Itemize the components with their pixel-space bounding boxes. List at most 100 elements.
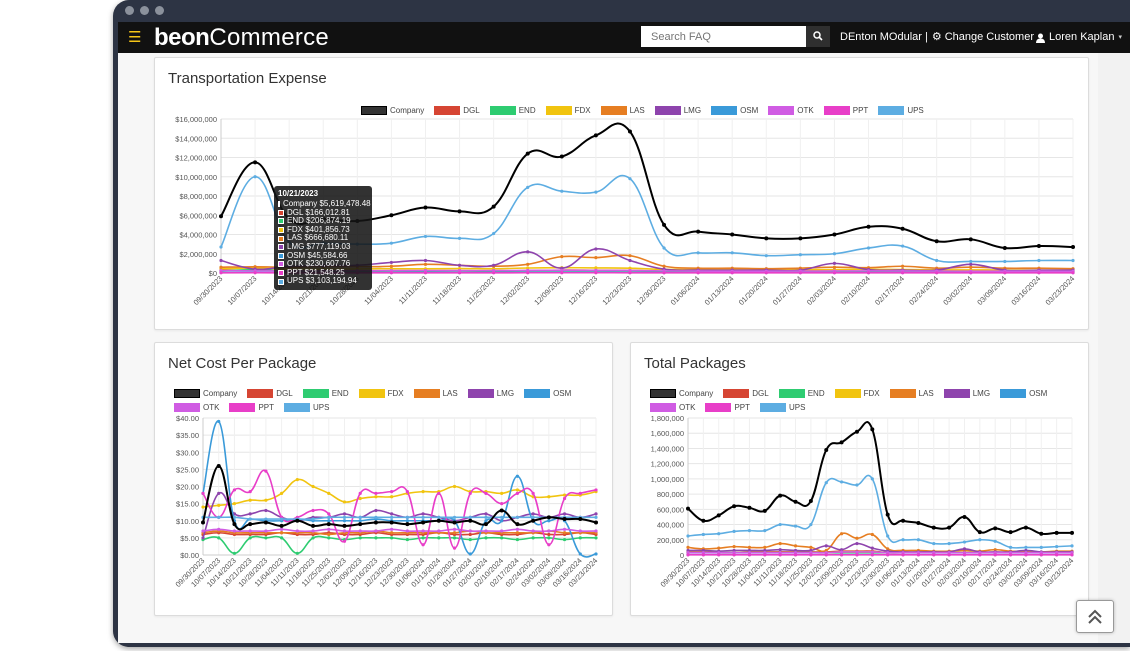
data-point-end[interactable] bbox=[311, 536, 315, 540]
data-point-otk[interactable] bbox=[855, 550, 859, 554]
data-point-fdx[interactable] bbox=[515, 488, 519, 492]
data-point-ppt[interactable] bbox=[484, 491, 488, 495]
data-point-ups[interactable] bbox=[870, 477, 874, 481]
data-point-ppt[interactable] bbox=[747, 553, 752, 557]
data-point-osm[interactable] bbox=[547, 519, 551, 523]
data-point-end[interactable] bbox=[594, 536, 598, 540]
data-point-company[interactable] bbox=[968, 237, 973, 242]
data-point-fdx[interactable] bbox=[201, 505, 205, 509]
data-point-osm[interactable] bbox=[217, 419, 221, 424]
data-point-ppt[interactable] bbox=[1037, 271, 1041, 275]
data-point-las[interactable] bbox=[886, 547, 890, 551]
data-point-osm[interactable] bbox=[342, 519, 347, 523]
data-point-company[interactable] bbox=[732, 504, 737, 509]
data-point-ppt[interactable] bbox=[978, 553, 982, 557]
data-point-otk[interactable] bbox=[452, 527, 457, 531]
data-point-ups[interactable] bbox=[232, 515, 237, 519]
data-point-osm[interactable] bbox=[515, 474, 519, 478]
data-point-fdx[interactable] bbox=[547, 495, 551, 499]
data-point-company[interactable] bbox=[373, 520, 378, 525]
data-point-lmg[interactable] bbox=[457, 263, 462, 267]
data-point-ppt[interactable] bbox=[457, 271, 462, 275]
data-point-ups[interactable] bbox=[526, 185, 530, 189]
data-point-otk[interactable] bbox=[311, 529, 315, 533]
data-point-ups[interactable] bbox=[484, 515, 488, 519]
data-point-ups[interactable] bbox=[763, 529, 767, 533]
data-point-company[interactable] bbox=[1054, 530, 1059, 535]
data-point-las[interactable] bbox=[763, 545, 767, 549]
data-point-lmg[interactable] bbox=[840, 548, 844, 552]
data-point-ups[interactable] bbox=[730, 251, 734, 255]
data-point-ppt[interactable] bbox=[405, 490, 409, 494]
data-point-ups[interactable] bbox=[662, 246, 666, 250]
data-point-ppt[interactable] bbox=[492, 271, 496, 275]
data-point-otk[interactable] bbox=[264, 529, 268, 533]
legend-item-ups[interactable]: UPS bbox=[284, 400, 329, 414]
data-point-end[interactable] bbox=[452, 536, 457, 540]
data-point-otk[interactable] bbox=[578, 529, 582, 533]
data-point-dgl[interactable] bbox=[547, 532, 551, 537]
data-point-lmg[interactable] bbox=[484, 512, 488, 516]
user-menu[interactable]: Loren Kaplan ▾ bbox=[1036, 22, 1122, 53]
data-point-end[interactable] bbox=[232, 551, 237, 555]
data-point-las[interactable] bbox=[840, 532, 844, 536]
data-point-ups[interactable] bbox=[886, 534, 890, 538]
data-point-ppt[interactable] bbox=[452, 546, 457, 550]
data-point-las[interactable] bbox=[662, 264, 666, 268]
data-point-company[interactable] bbox=[1071, 245, 1075, 250]
legend-item-dgl[interactable]: DGL bbox=[723, 386, 769, 400]
legend-item-otk[interactable]: OTK bbox=[768, 103, 814, 117]
data-point-company[interactable] bbox=[854, 429, 859, 434]
legend-item-lmg[interactable]: LMG bbox=[943, 386, 990, 400]
search-input[interactable] bbox=[641, 26, 806, 47]
data-point-end[interactable] bbox=[374, 536, 378, 540]
data-point-company[interactable] bbox=[263, 520, 268, 525]
data-point-fdx[interactable] bbox=[500, 491, 504, 495]
data-point-lmg[interactable] bbox=[686, 548, 690, 553]
data-point-las[interactable] bbox=[389, 264, 393, 268]
data-point-company[interactable] bbox=[764, 236, 769, 241]
data-point-ppt[interactable] bbox=[1071, 271, 1075, 275]
data-point-otk[interactable] bbox=[594, 268, 598, 273]
data-point-las[interactable] bbox=[423, 262, 428, 266]
data-point-ppt[interactable] bbox=[1055, 553, 1059, 557]
data-point-otk[interactable] bbox=[374, 529, 378, 533]
data-point-company[interactable] bbox=[546, 515, 551, 520]
series-line-ups[interactable] bbox=[687, 474, 1073, 549]
data-point-company[interactable] bbox=[515, 522, 520, 527]
data-point-ups[interactable] bbox=[1024, 545, 1028, 549]
data-point-end[interactable] bbox=[484, 536, 488, 540]
data-point-las[interactable] bbox=[560, 255, 564, 259]
data-point-otk[interactable] bbox=[870, 550, 874, 554]
data-point-las[interactable] bbox=[327, 532, 331, 537]
data-point-ups[interactable] bbox=[764, 254, 768, 258]
data-point-ups[interactable] bbox=[628, 177, 632, 181]
data-point-ups[interactable] bbox=[901, 538, 905, 542]
data-point-ppt[interactable] bbox=[264, 469, 268, 473]
data-point-company[interactable] bbox=[962, 514, 967, 519]
legend-item-company[interactable]: Company bbox=[361, 103, 424, 117]
data-point-ppt[interactable] bbox=[389, 271, 393, 275]
data-point-lmg[interactable] bbox=[969, 262, 973, 266]
data-point-ppt[interactable] bbox=[947, 553, 951, 557]
data-point-ppt[interactable] bbox=[358, 491, 362, 495]
data-point-ppt[interactable] bbox=[253, 271, 257, 275]
data-point-ups[interactable] bbox=[798, 253, 802, 257]
data-point-ups[interactable] bbox=[452, 515, 457, 519]
data-point-fdx[interactable] bbox=[390, 495, 394, 499]
data-point-company[interactable] bbox=[232, 522, 237, 527]
series-line-otk[interactable] bbox=[202, 528, 597, 533]
series-line-osm[interactable] bbox=[202, 420, 597, 558]
data-point-otk[interactable] bbox=[342, 529, 347, 533]
legend-item-fdx[interactable]: FDX bbox=[545, 103, 591, 117]
data-point-las[interactable] bbox=[747, 545, 752, 549]
data-point-ppt[interactable] bbox=[327, 512, 331, 516]
data-point-company[interactable] bbox=[839, 440, 844, 445]
hamburger-menu-icon[interactable]: ☰ bbox=[128, 29, 142, 46]
data-point-ups[interactable] bbox=[978, 538, 982, 542]
change-customer-link[interactable]: Change Customer bbox=[944, 31, 1034, 43]
data-point-ups[interactable] bbox=[358, 515, 362, 519]
data-point-lmg[interactable] bbox=[423, 258, 428, 263]
legend-item-ppt[interactable]: PPT bbox=[823, 103, 868, 117]
data-point-ups[interactable] bbox=[437, 515, 441, 519]
